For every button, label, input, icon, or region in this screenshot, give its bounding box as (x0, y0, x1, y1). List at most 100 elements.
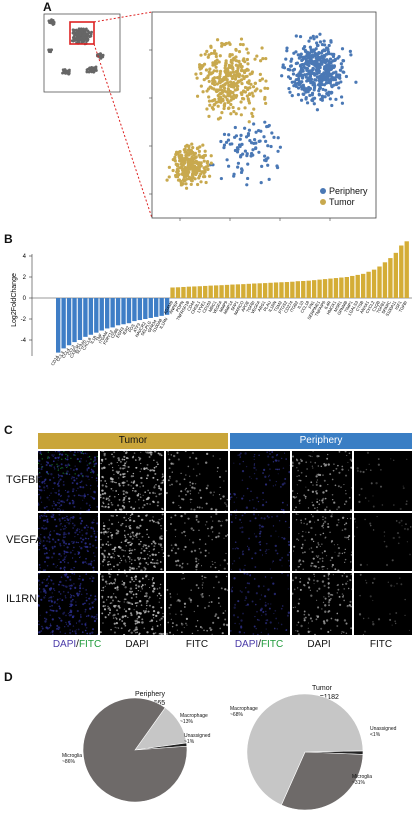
tumor-dot (205, 76, 209, 80)
gene-label: CCL4 (61, 347, 71, 359)
tumor-dot (245, 47, 249, 51)
bar-negative (88, 298, 94, 335)
periphery-dot (278, 145, 282, 149)
tumor-dot (194, 168, 198, 173)
gene-label: FOS (127, 323, 136, 333)
bar-negative (154, 298, 159, 317)
tumor-dot (204, 180, 208, 185)
periphery-dot (328, 57, 333, 61)
tumor-dot (223, 69, 227, 73)
bar-positive (404, 241, 409, 298)
tumor-dot (216, 117, 221, 121)
tumor-dot (212, 76, 217, 80)
tumor-dot (203, 149, 207, 153)
row-label-vegfa: VEGFA (6, 534, 43, 546)
tumor-dot (181, 170, 185, 174)
micrograph (100, 573, 164, 635)
periphery-dot (301, 74, 305, 78)
bar-negative (132, 298, 137, 322)
periphery-dot (310, 59, 314, 63)
periphery-dot (225, 158, 229, 162)
tumor-dot (238, 62, 242, 67)
gene-label: TNF (95, 332, 104, 342)
gene-label: IL4R (323, 300, 332, 310)
gene-label: ATF3 (132, 321, 142, 333)
tumor-dot (211, 61, 215, 65)
footer-dapi-fitc-tumor: DAPI/FITC (52, 639, 102, 650)
periphery-dot (330, 84, 334, 88)
gene-label: CD274 (283, 299, 294, 313)
tumor-dot (225, 81, 229, 85)
periphery-dot (304, 97, 308, 101)
periphery-dot (311, 66, 315, 71)
periphery-dot (317, 93, 321, 97)
periphery-dot (305, 50, 310, 54)
periphery-dot (326, 64, 331, 68)
gene-label: CCL18 (299, 299, 310, 313)
periphery-dot (294, 78, 298, 82)
bar-negative (66, 298, 72, 346)
tumor-dot (195, 94, 200, 98)
footer-dapi-periphery: DAPI (234, 639, 259, 650)
periphery-dot (320, 51, 324, 55)
periphery-dot (344, 74, 349, 79)
periphery-dot (243, 149, 248, 153)
tumor-dot (207, 53, 211, 57)
header-periphery-label: Periphery (299, 435, 343, 446)
bar-positive (262, 283, 268, 298)
pie-tumor-n-value: =1182 (319, 694, 339, 701)
periphery-dot (288, 90, 292, 94)
periphery-dot (329, 66, 334, 71)
periphery-dot (301, 47, 306, 51)
tumor-dot (245, 94, 249, 98)
periphery-dot (288, 68, 292, 72)
tumor-dot (250, 91, 254, 95)
tumor-dot (186, 160, 190, 165)
tumor-dot (232, 109, 236, 114)
periphery-dot (323, 49, 327, 53)
gene-label: CTSB (355, 300, 365, 312)
periphery-dot (286, 75, 291, 79)
tumor-dot (245, 57, 250, 62)
periphery-dot (327, 43, 331, 48)
bar-positive (284, 282, 290, 298)
overview-dot (77, 27, 81, 31)
periphery-dot (334, 82, 339, 87)
periphery-dot (324, 88, 328, 92)
zoom-connector-top (93, 11, 153, 23)
tumor-dot (218, 69, 223, 73)
bar-negative (83, 298, 88, 337)
periphery-dot (330, 90, 334, 95)
pie-tumor-label-unassigned: Unassigned <1% (370, 726, 396, 738)
periphery-dot (235, 150, 240, 154)
periphery-dot (334, 97, 338, 101)
tumor-dot (223, 64, 228, 68)
periphery-dot (253, 137, 257, 142)
legend-dot-tumor (320, 199, 326, 205)
periphery-dot (287, 86, 291, 91)
tumor-dot (241, 74, 245, 78)
legend-a: Periphery Tumor (320, 186, 368, 208)
panel-a-figure (43, 11, 377, 221)
bar-positive (208, 285, 213, 298)
periphery-dot (266, 124, 270, 129)
periphery-dot (248, 139, 252, 143)
bar-positive (268, 282, 273, 298)
periphery-dot (272, 135, 276, 139)
periphery-dot (296, 93, 301, 97)
micrograph (166, 573, 228, 635)
periphery-dot (321, 87, 325, 92)
bar-positive (399, 245, 404, 298)
periphery-dot (236, 165, 240, 169)
tumor-dot (234, 55, 238, 59)
tumor-dot (253, 81, 258, 85)
periphery-dot (245, 183, 249, 187)
bar-positive (382, 262, 388, 298)
tumor-dot (198, 155, 202, 159)
tumor-dot (178, 149, 182, 154)
overview-dot (84, 27, 88, 31)
tumor-dot (199, 180, 203, 184)
tumor-dot (194, 72, 198, 76)
bar-negative (105, 298, 110, 329)
periphery-dot (294, 82, 298, 86)
